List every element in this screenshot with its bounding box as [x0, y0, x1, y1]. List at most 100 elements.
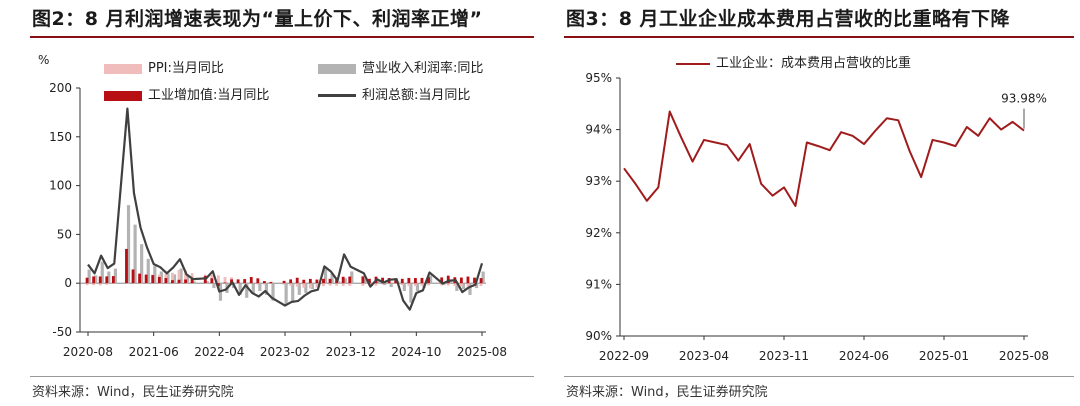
bar-margin — [455, 283, 459, 292]
bar-iav — [236, 279, 240, 284]
bar-ppi — [361, 283, 365, 286]
bar-ppi — [394, 283, 398, 284]
left-title-rule — [30, 36, 534, 38]
bar-iav — [243, 279, 247, 284]
bar-ppi — [335, 283, 339, 286]
bar-margin — [297, 283, 301, 295]
bar-margin — [94, 275, 98, 284]
bar-iav — [282, 280, 286, 284]
bar-iav — [203, 275, 207, 284]
right-ytick-label: 91% — [585, 277, 612, 291]
bar-margin — [363, 278, 367, 284]
legend-item-iav: 工业增加值:当月同比 — [104, 84, 269, 103]
bar-margin — [337, 281, 341, 284]
right-ytick-label: 94% — [585, 123, 612, 137]
right-xtick-label: 2024-06 — [839, 349, 889, 363]
bar-ppi — [98, 283, 102, 286]
bar-iav — [466, 276, 470, 284]
bar-margin — [100, 261, 104, 284]
bar-margin — [389, 283, 393, 288]
bar-margin — [383, 283, 387, 286]
left-xtick-label: 2021-06 — [129, 345, 179, 359]
bar-iav — [302, 279, 306, 284]
right-bottom-rule — [564, 376, 1074, 377]
bar-ppi — [446, 283, 450, 286]
bar-iav — [144, 274, 148, 284]
bar-margin — [415, 283, 420, 292]
bar-ppi — [459, 283, 463, 287]
bar-iav — [308, 278, 312, 284]
bar-margin — [186, 275, 190, 284]
bar-ppi — [184, 270, 187, 284]
bar-iav — [348, 276, 352, 284]
bar-ppi — [387, 283, 391, 284]
profit-growth-panel: 图2：8 月利润增速表现为“量上价下、利润率正增” PPI:当月同比 工业增加值… — [30, 8, 534, 400]
bar-margin — [159, 271, 163, 284]
legend-item-ppi: PPI:当月同比 — [104, 57, 224, 76]
left-source: 资料来源：Wind，民生证券研究院 — [32, 385, 234, 400]
bar-iav — [479, 278, 483, 284]
profit-line — [87, 107, 484, 311]
right-xtick-label: 2023-11 — [759, 349, 809, 363]
left-ytick-label: -50 — [52, 325, 72, 339]
left-ytick-label: 150 — [49, 130, 72, 144]
bar-ppi — [177, 270, 181, 284]
bar-margin — [323, 268, 328, 284]
bar-margin — [448, 281, 452, 284]
bar-iav — [473, 277, 476, 284]
bar-ppi — [466, 283, 470, 287]
bar-ppi — [427, 283, 430, 286]
bar-iav — [269, 281, 273, 284]
bar-ppi — [407, 283, 411, 286]
left-ytick-label: 50 — [57, 227, 72, 241]
bar-ppi — [92, 283, 96, 286]
bar-margin — [107, 271, 111, 284]
bar-iav — [105, 276, 109, 284]
bar-iav — [210, 278, 214, 284]
bar-iav — [295, 277, 299, 284]
bar-iav — [125, 248, 128, 284]
cost-ratio-panel: 图3：8 月工业企业成本费用占营收的比重略有下降 工业企业：成本费用占营收的比重… — [556, 0, 1080, 406]
bar-margin — [245, 283, 249, 298]
bar-ppi — [282, 283, 286, 285]
bar-margin — [343, 278, 347, 284]
bar-margin — [133, 224, 137, 284]
bar-margin — [251, 283, 255, 293]
bar-ppi — [374, 283, 378, 286]
bar-iav — [328, 278, 332, 284]
bar-iav — [98, 276, 102, 284]
bar-margin — [402, 283, 406, 292]
bar-ppi — [400, 283, 404, 285]
bar-iav — [151, 275, 155, 284]
bar-iav — [440, 277, 444, 284]
bar-ppi — [341, 283, 345, 287]
left-ytick-label: 0 — [64, 276, 72, 290]
bar-iav — [427, 277, 430, 284]
bar-iav — [446, 275, 450, 284]
legend-label-iav: 工业增加值:当月同比 — [148, 88, 270, 103]
profit-chart-svg: % -50 0 50 100 150 200 2020-08 2021-06 2022-04 20… — [38, 53, 507, 359]
annotation-label: 93.98% — [1001, 92, 1047, 106]
bar-margin — [205, 281, 209, 284]
bar-margin — [284, 283, 288, 305]
bar-ppi — [414, 283, 417, 287]
bar-iav — [289, 279, 293, 284]
left-xtick-label: 2023-12 — [326, 345, 376, 359]
bar-margin — [192, 281, 196, 284]
bar-ppi — [440, 283, 444, 286]
bar-ppi — [217, 275, 220, 284]
legend-label-cost-ratio: 工业企业：成本费用占营收的比重 — [716, 56, 912, 71]
right-ytick-label: 93% — [585, 174, 612, 188]
bar-margin — [172, 274, 177, 284]
left-xtick-label: 2023-02 — [260, 345, 310, 359]
bar-margin — [291, 283, 295, 303]
right-title-rule — [564, 36, 1074, 38]
bar-ppi — [269, 283, 273, 284]
bar-iav — [138, 273, 142, 284]
legend-item-profit: 利润总额:当月同比 — [318, 84, 470, 103]
bar-margin — [113, 268, 117, 284]
bar-iav — [177, 279, 181, 284]
bar-margin — [474, 283, 479, 289]
bar-ppi — [295, 283, 299, 287]
bar-ppi — [315, 283, 319, 288]
